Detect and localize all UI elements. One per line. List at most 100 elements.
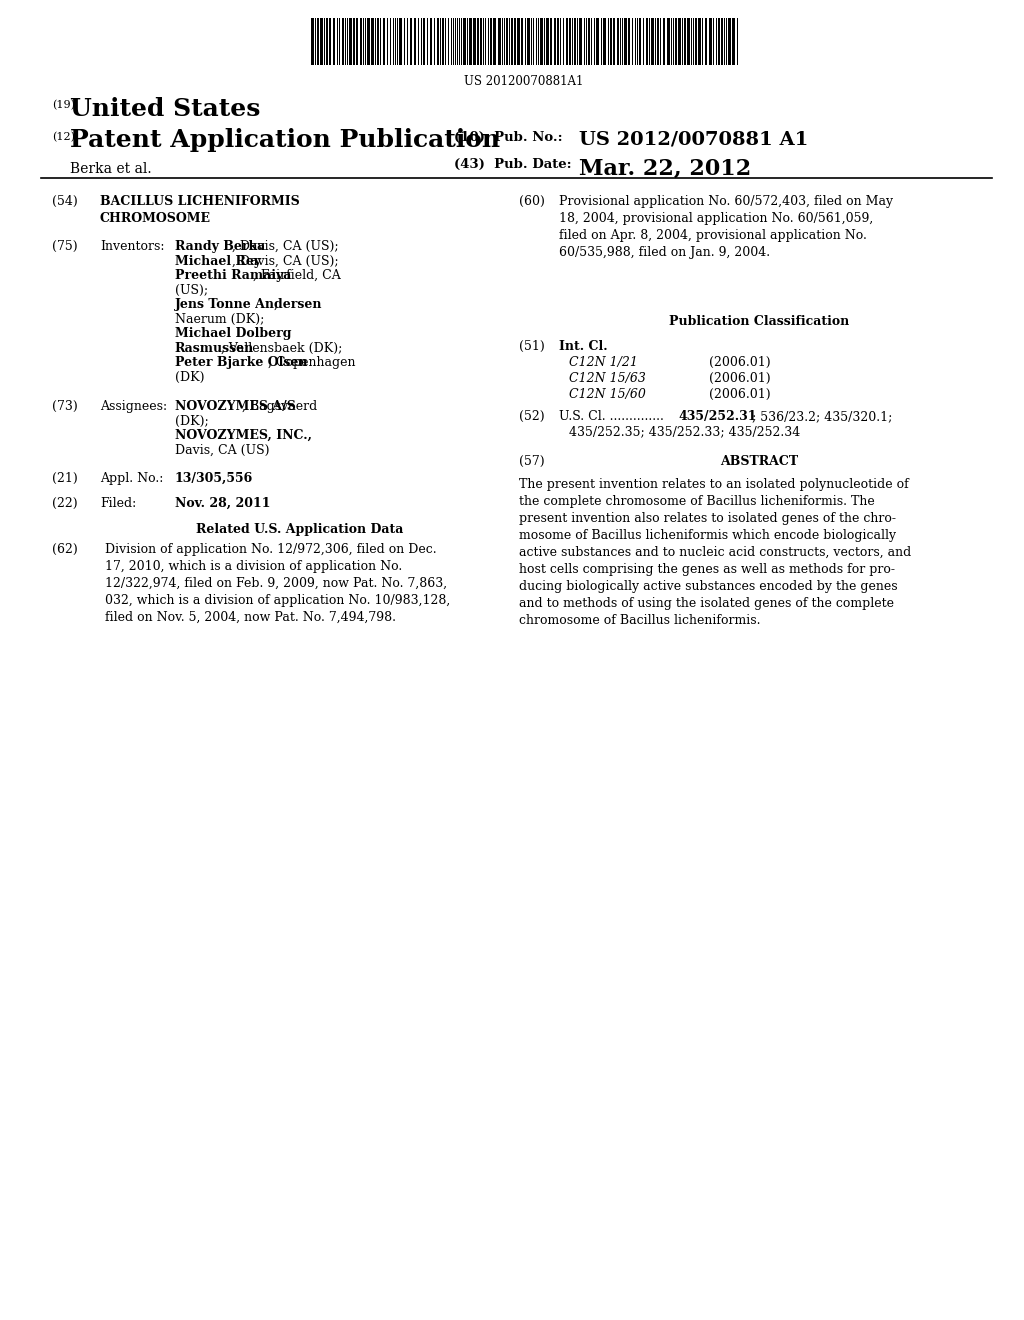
Text: (US);: (US); bbox=[175, 284, 212, 297]
Bar bbox=[469, 18, 472, 65]
Text: Mar. 22, 2012: Mar. 22, 2012 bbox=[579, 158, 752, 180]
Bar bbox=[667, 18, 670, 65]
Text: (DK);: (DK); bbox=[175, 414, 212, 428]
Bar bbox=[603, 18, 606, 65]
Text: , Davis, CA (US);: , Davis, CA (US); bbox=[231, 255, 339, 268]
Text: Int. Cl.: Int. Cl. bbox=[559, 341, 607, 352]
Text: (19): (19) bbox=[52, 100, 75, 111]
Text: Rasmussen: Rasmussen bbox=[175, 342, 254, 355]
Bar bbox=[330, 18, 332, 65]
Text: NOVOZYMES A/S: NOVOZYMES A/S bbox=[175, 400, 296, 413]
Bar bbox=[574, 18, 577, 65]
Bar bbox=[480, 18, 482, 65]
Bar bbox=[490, 18, 493, 65]
Text: (54): (54) bbox=[52, 195, 78, 209]
Text: Michael Rey: Michael Rey bbox=[175, 255, 261, 268]
Text: , Fairfield, CA: , Fairfield, CA bbox=[253, 269, 340, 282]
Text: U.S. Cl. ..............: U.S. Cl. .............. bbox=[559, 411, 668, 422]
Bar bbox=[554, 18, 556, 65]
Bar bbox=[521, 18, 523, 65]
Bar bbox=[430, 18, 432, 65]
Bar bbox=[596, 18, 599, 65]
Bar bbox=[477, 18, 479, 65]
Text: Appl. No.:: Appl. No.: bbox=[99, 473, 163, 484]
Bar bbox=[349, 18, 352, 65]
Text: , Copenhagen: , Copenhagen bbox=[268, 356, 355, 370]
Text: (21): (21) bbox=[52, 473, 78, 484]
Text: Preethi Ramaiya: Preethi Ramaiya bbox=[175, 269, 291, 282]
Text: Randy Berka: Randy Berka bbox=[175, 240, 265, 253]
Bar bbox=[705, 18, 707, 65]
Text: ABSTRACT: ABSTRACT bbox=[720, 455, 798, 469]
Text: Filed:: Filed: bbox=[99, 498, 136, 510]
Text: (2006.01): (2006.01) bbox=[709, 388, 770, 401]
Text: Jens Tonne Andersen: Jens Tonne Andersen bbox=[175, 298, 323, 312]
Text: (60): (60) bbox=[519, 195, 545, 209]
Text: US 20120070881A1: US 20120070881A1 bbox=[465, 75, 584, 88]
Text: ; 536/23.2; 435/320.1;: ; 536/23.2; 435/320.1; bbox=[752, 411, 892, 422]
Bar bbox=[721, 18, 723, 65]
Text: (51): (51) bbox=[519, 341, 545, 352]
Bar bbox=[311, 18, 314, 65]
Bar bbox=[383, 18, 385, 65]
Bar bbox=[368, 18, 371, 65]
Bar bbox=[639, 18, 641, 65]
Bar bbox=[557, 18, 559, 65]
Text: , Bagsvaerd: , Bagsvaerd bbox=[243, 400, 317, 413]
Text: 13/305,556: 13/305,556 bbox=[175, 473, 253, 484]
Bar bbox=[613, 18, 615, 65]
Bar bbox=[415, 18, 417, 65]
Bar bbox=[695, 18, 697, 65]
Text: (10)  Pub. No.:: (10) Pub. No.: bbox=[455, 131, 563, 144]
Text: The present invention relates to an isolated polynucleotide of
the complete chro: The present invention relates to an isol… bbox=[519, 478, 911, 627]
Text: ,: , bbox=[273, 298, 278, 312]
Text: Peter Bjarke Olsen: Peter Bjarke Olsen bbox=[175, 356, 307, 370]
Bar bbox=[437, 18, 439, 65]
Bar bbox=[540, 18, 543, 65]
Text: Provisional application No. 60/572,403, filed on May
18, 2004, provisional appli: Provisional application No. 60/572,403, … bbox=[559, 195, 893, 259]
Text: US 2012/0070881 A1: US 2012/0070881 A1 bbox=[579, 131, 808, 149]
Bar bbox=[566, 18, 568, 65]
Bar bbox=[399, 18, 402, 65]
Text: (2006.01): (2006.01) bbox=[709, 372, 770, 385]
Text: Related U.S. Application Data: Related U.S. Application Data bbox=[196, 523, 403, 536]
Bar bbox=[617, 18, 618, 65]
Text: (57): (57) bbox=[519, 455, 545, 469]
Text: (73): (73) bbox=[52, 400, 78, 413]
Text: Assignees:: Assignees: bbox=[99, 400, 167, 413]
Bar bbox=[709, 18, 712, 65]
Bar bbox=[610, 18, 612, 65]
Bar bbox=[514, 18, 516, 65]
Text: , Vallensbaek (DK);: , Vallensbaek (DK); bbox=[221, 342, 343, 355]
Bar bbox=[624, 18, 627, 65]
Text: Berka et al.: Berka et al. bbox=[70, 162, 152, 176]
Text: United States: United States bbox=[70, 96, 260, 121]
Bar bbox=[663, 18, 665, 65]
Bar bbox=[698, 18, 700, 65]
Text: (75): (75) bbox=[52, 240, 78, 253]
Bar bbox=[588, 18, 590, 65]
Text: Publication Classification: Publication Classification bbox=[669, 315, 849, 327]
Bar bbox=[463, 18, 466, 65]
Bar bbox=[442, 18, 444, 65]
Text: Nov. 28, 2011: Nov. 28, 2011 bbox=[175, 498, 270, 510]
Bar bbox=[506, 18, 508, 65]
Text: Naerum (DK);: Naerum (DK); bbox=[175, 313, 268, 326]
Text: BACILLUS LICHENIFORMIS
CHROMOSOME: BACILLUS LICHENIFORMIS CHROMOSOME bbox=[99, 195, 300, 224]
Text: (12): (12) bbox=[52, 132, 75, 143]
Bar bbox=[657, 18, 658, 65]
Bar bbox=[378, 18, 379, 65]
Bar bbox=[517, 18, 520, 65]
Bar bbox=[728, 18, 731, 65]
Bar bbox=[499, 18, 501, 65]
Text: Michael Dolberg: Michael Dolberg bbox=[175, 327, 291, 341]
Bar bbox=[353, 18, 355, 65]
Bar bbox=[527, 18, 530, 65]
Text: (43)  Pub. Date:: (43) Pub. Date: bbox=[455, 158, 571, 172]
Bar bbox=[473, 18, 476, 65]
Bar bbox=[327, 18, 329, 65]
Bar bbox=[334, 18, 336, 65]
Bar bbox=[579, 18, 582, 65]
Bar bbox=[546, 18, 549, 65]
Bar bbox=[684, 18, 686, 65]
